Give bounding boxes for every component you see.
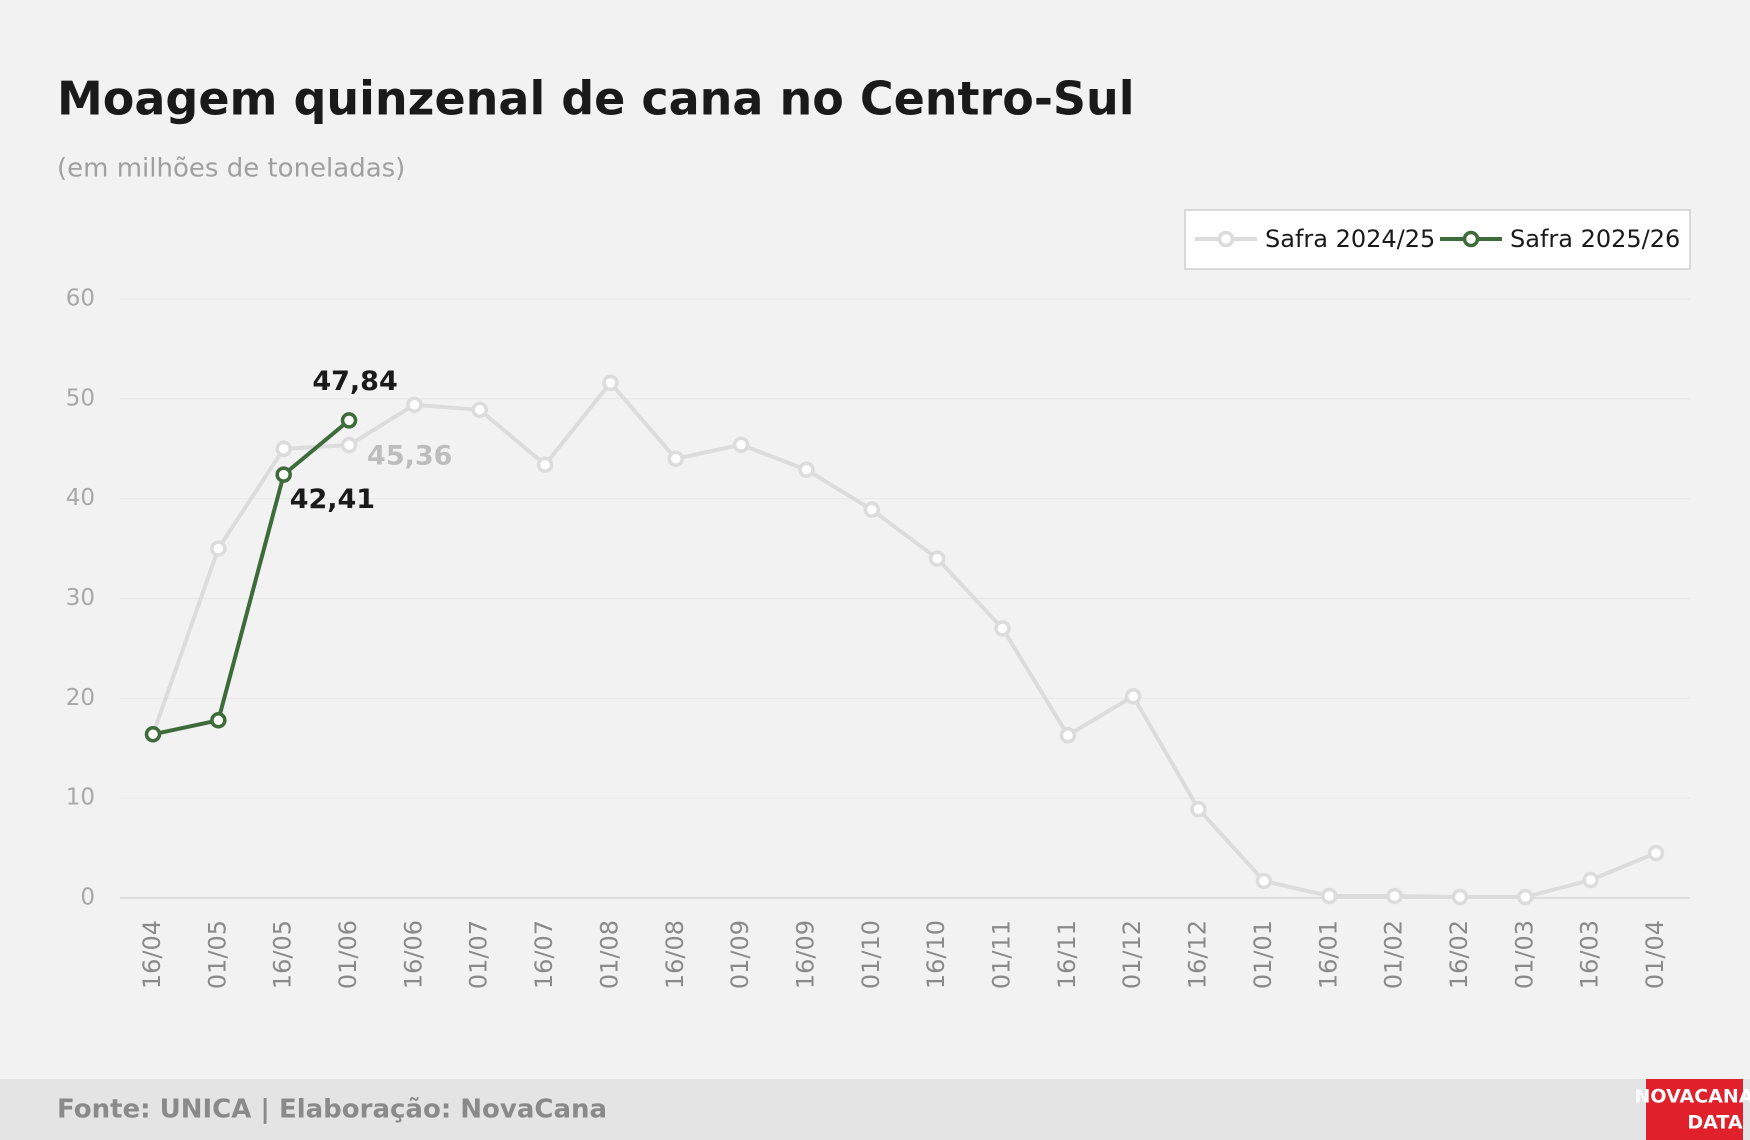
legend-label: Safra 2025/26 xyxy=(1510,225,1680,253)
data-point xyxy=(406,396,423,414)
x-tick-label: 16/09 xyxy=(791,920,819,989)
x-tick-label: 01/06 xyxy=(334,920,362,989)
x-tick-label: 01/02 xyxy=(1380,920,1408,989)
chart-subtitle: (em milhões de toneladas) xyxy=(57,154,405,184)
data-point xyxy=(144,726,162,743)
data-point xyxy=(863,501,881,518)
value-label: 47,84 xyxy=(312,366,397,397)
data-point xyxy=(210,712,227,729)
data-point xyxy=(1517,888,1534,906)
data-point xyxy=(1059,727,1077,744)
data-point xyxy=(275,466,292,483)
x-tick-label: 01/01 xyxy=(1249,920,1277,989)
x-tick-label: 16/07 xyxy=(530,920,558,989)
legend-box xyxy=(1184,209,1691,270)
x-tick-label: 16/11 xyxy=(1053,920,1081,989)
data-point xyxy=(1647,844,1665,862)
data-point xyxy=(1255,872,1273,890)
value-label: 45,36 xyxy=(367,441,452,472)
data-point xyxy=(994,620,1011,637)
chart-title: Moagem quinzenal de cana no Centro-Sul xyxy=(57,72,1135,126)
x-tick-label: 16/01 xyxy=(1314,920,1342,989)
data-point xyxy=(928,550,946,567)
x-tick-label: 16/06 xyxy=(399,920,427,989)
x-tick-label: 01/09 xyxy=(726,920,754,989)
data-point xyxy=(732,436,750,454)
legend-marker xyxy=(1462,230,1480,248)
x-tick-label: 01/03 xyxy=(1510,920,1538,989)
x-tick-label: 01/08 xyxy=(595,920,623,989)
legend-label: Safra 2024/25 xyxy=(1265,225,1435,253)
data-point xyxy=(667,450,685,467)
data-point xyxy=(1124,688,1142,705)
data-point xyxy=(1386,887,1403,905)
logo-text: DATA xyxy=(1687,1112,1742,1134)
data-point xyxy=(1321,887,1338,905)
x-tick-label: 16/05 xyxy=(269,920,297,989)
logo-box xyxy=(1646,1079,1743,1140)
data-point xyxy=(536,456,554,473)
value-label: 42,41 xyxy=(290,484,375,515)
y-tick-label: 10 xyxy=(66,785,95,811)
y-tick-label: 60 xyxy=(66,286,95,312)
x-tick-label: 01/05 xyxy=(203,920,231,989)
y-tick-label: 30 xyxy=(66,585,95,611)
series-line xyxy=(152,418,351,737)
data-point xyxy=(1190,800,1207,818)
x-tick-label: 16/12 xyxy=(1184,920,1212,989)
logo-text: NOVACANA xyxy=(1635,1086,1750,1108)
x-tick-label: 01/12 xyxy=(1118,920,1146,989)
y-tick-label: 0 xyxy=(80,885,95,911)
x-tick-label: 01/10 xyxy=(857,920,885,989)
data-point xyxy=(798,461,815,478)
data-point xyxy=(210,540,227,557)
y-tick-label: 20 xyxy=(66,685,95,711)
series-line xyxy=(151,380,1657,900)
footer-band xyxy=(0,1079,1750,1140)
x-tick-label: 01/11 xyxy=(988,920,1016,989)
x-tick-label: 01/07 xyxy=(465,920,493,989)
x-tick-label: 16/08 xyxy=(661,920,689,989)
legend-marker xyxy=(1217,230,1235,248)
x-tick-label: 01/04 xyxy=(1641,920,1669,989)
x-tick-label: 16/03 xyxy=(1576,920,1604,989)
data-point xyxy=(340,412,358,429)
y-tick-label: 50 xyxy=(66,385,95,411)
data-point xyxy=(340,436,358,454)
data-point xyxy=(471,401,488,419)
x-tick-label: 16/02 xyxy=(1445,920,1473,989)
source: Fonte: UNICA | Elaboração: NovaCana xyxy=(57,1095,607,1125)
x-tick-label: 16/04 xyxy=(138,920,166,989)
x-tick-label: 16/10 xyxy=(922,920,950,989)
data-point xyxy=(1451,888,1469,906)
data-point xyxy=(602,374,619,392)
data-point xyxy=(1582,871,1599,889)
data-point xyxy=(275,440,292,457)
y-tick-label: 40 xyxy=(66,485,95,511)
